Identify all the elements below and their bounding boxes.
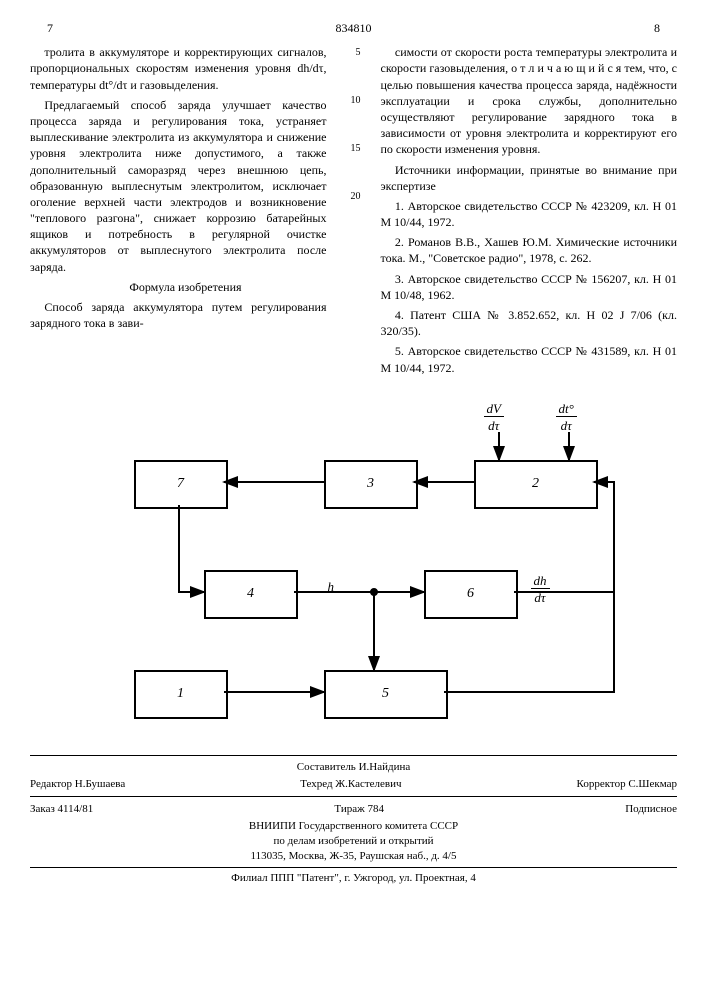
line-num: 10 (347, 94, 361, 142)
formula-title: Формула изобретения (30, 279, 327, 295)
block-2: 2 (474, 460, 598, 509)
sources-title: Источники информации, принятые во вниман… (381, 162, 678, 194)
page-number-left: 7 (30, 20, 70, 36)
text-columns: тролита в аккумуляторе и корректирующих … (30, 44, 677, 380)
source-3: 3. Авторское свидетельство СССР № 156207… (381, 271, 678, 303)
block-diagram: dVdτ dt°dτ h dhdτ 7 3 2 4 6 1 5 (74, 400, 634, 740)
source-2: 2. Романов В.В., Хашев Ю.М. Химические и… (381, 234, 678, 266)
page-header: 7 834810 8 (30, 20, 677, 36)
left-column: тролита в аккумуляторе и корректирующих … (30, 44, 327, 380)
page-number-right: 8 (637, 20, 677, 36)
block-4: 4 (204, 570, 298, 619)
left-p2: Предлагаемый способ заряда улучшает каче… (30, 97, 327, 275)
subscr: Подписное (625, 802, 677, 817)
input-dt-dtau: dt°dτ (554, 400, 579, 435)
colophon: Составитель И.Найдина Редактор Н.Бушаева… (30, 755, 677, 886)
compiler: Составитель И.Найдина (30, 760, 677, 775)
right-p1: симости от скорости роста температуры эл… (381, 44, 678, 157)
techred: Техред Ж.Кастелевич (300, 777, 401, 792)
line-number-gutter: 5 10 15 20 (347, 44, 361, 380)
block-5: 5 (324, 670, 448, 719)
block-3: 3 (324, 460, 418, 509)
line-num: 15 (347, 142, 361, 190)
label-h: h (326, 578, 337, 596)
line-num: 5 (347, 46, 361, 94)
block-1: 1 (134, 670, 228, 719)
block-6: 6 (424, 570, 518, 619)
tirazh: Тираж 784 (334, 802, 384, 817)
right-column: симости от скорости роста температуры эл… (381, 44, 678, 380)
address: 113035, Москва, Ж-35, Раушская наб., д. … (30, 849, 677, 864)
left-p3: Способ заряда аккумулятора путем регулир… (30, 299, 327, 331)
label-dh-dtau: dhdτ (529, 572, 552, 607)
corrector: Корректор С.Шекмар (577, 777, 677, 792)
line-num: 20 (347, 190, 361, 238)
input-dv-dtau: dVdτ (482, 400, 506, 435)
left-p1: тролита в аккумуляторе и корректирующих … (30, 44, 327, 93)
block-7: 7 (134, 460, 228, 509)
patent-number: 834810 (70, 20, 637, 36)
source-4: 4. Патент США № 3.852.652, кл. H 02 J 7/… (381, 307, 678, 339)
editor: Редактор Н.Бушаева (30, 777, 125, 792)
org-line-1: ВНИИПИ Государственного комитета СССР (30, 819, 677, 834)
org-line-2: по делам изобретений и открытий (30, 834, 677, 849)
source-1: 1. Авторское свидетельство СССР № 423209… (381, 198, 678, 230)
filial: Филиал ППП "Патент", г. Ужгород, ул. Про… (30, 871, 677, 886)
order: Заказ 4114/81 (30, 802, 93, 817)
source-5: 5. Авторское свидетельство СССР № 431589… (381, 343, 678, 375)
